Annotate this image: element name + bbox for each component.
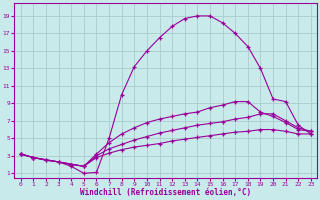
X-axis label: Windchill (Refroidissement éolien,°C): Windchill (Refroidissement éolien,°C) — [80, 188, 252, 197]
